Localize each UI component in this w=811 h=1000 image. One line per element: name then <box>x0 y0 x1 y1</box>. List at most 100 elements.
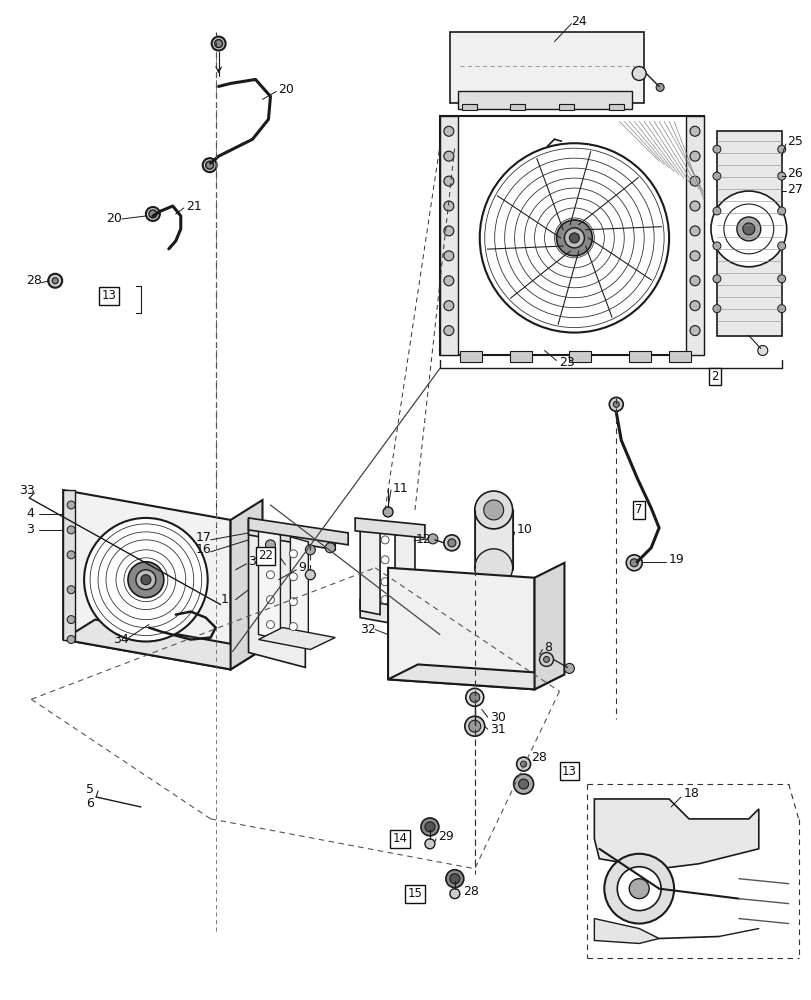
Text: 17: 17 <box>195 531 212 544</box>
Polygon shape <box>63 490 230 669</box>
Circle shape <box>464 716 484 736</box>
Circle shape <box>148 210 157 218</box>
Polygon shape <box>248 518 348 545</box>
Circle shape <box>712 207 720 215</box>
Circle shape <box>380 536 388 544</box>
Polygon shape <box>360 600 414 628</box>
Circle shape <box>777 145 785 153</box>
Circle shape <box>444 326 453 336</box>
Circle shape <box>689 126 699 136</box>
Circle shape <box>289 623 297 631</box>
Circle shape <box>689 201 699 211</box>
Circle shape <box>603 854 673 924</box>
Circle shape <box>444 126 453 136</box>
Circle shape <box>629 879 648 899</box>
Circle shape <box>135 570 156 590</box>
Text: 21: 21 <box>186 200 201 213</box>
Polygon shape <box>534 563 564 689</box>
Text: 10: 10 <box>516 523 532 536</box>
Circle shape <box>444 226 453 236</box>
Text: 7: 7 <box>635 503 642 516</box>
Circle shape <box>203 158 217 172</box>
Bar <box>668 351 690 362</box>
Text: 4: 4 <box>26 507 34 520</box>
Bar <box>457 91 632 109</box>
Circle shape <box>444 535 459 551</box>
Circle shape <box>325 543 335 553</box>
Text: 22: 22 <box>258 549 272 562</box>
Circle shape <box>736 217 760 241</box>
Circle shape <box>383 507 393 517</box>
Polygon shape <box>258 530 280 640</box>
Text: 13: 13 <box>561 765 576 778</box>
Text: 11: 11 <box>393 482 408 495</box>
Polygon shape <box>594 919 659 943</box>
Circle shape <box>146 207 160 221</box>
Text: 24: 24 <box>571 15 586 28</box>
Text: 30: 30 <box>489 711 505 724</box>
Bar <box>509 351 531 362</box>
Circle shape <box>710 191 786 267</box>
Circle shape <box>689 326 699 336</box>
Circle shape <box>305 545 315 555</box>
Text: 9: 9 <box>298 561 306 574</box>
Circle shape <box>520 761 526 767</box>
Polygon shape <box>230 500 262 669</box>
Bar <box>461 104 476 110</box>
Circle shape <box>48 274 62 288</box>
Bar <box>440 116 703 355</box>
Bar <box>629 351 650 362</box>
Text: 23: 23 <box>559 356 574 369</box>
Bar <box>440 116 457 355</box>
Text: 6: 6 <box>86 797 94 810</box>
Text: 15: 15 <box>407 887 422 900</box>
Circle shape <box>67 501 75 509</box>
Text: 27: 27 <box>786 183 801 196</box>
Bar <box>569 351 590 362</box>
Text: 20: 20 <box>106 212 122 225</box>
Circle shape <box>777 242 785 250</box>
Polygon shape <box>63 620 262 669</box>
Circle shape <box>470 692 479 702</box>
Circle shape <box>655 83 663 91</box>
Circle shape <box>569 233 579 243</box>
Circle shape <box>84 518 208 642</box>
Polygon shape <box>388 568 534 689</box>
Circle shape <box>712 305 720 313</box>
Circle shape <box>539 652 553 666</box>
Circle shape <box>427 534 437 544</box>
Circle shape <box>564 663 573 673</box>
Circle shape <box>266 596 274 604</box>
Circle shape <box>474 491 512 529</box>
Circle shape <box>777 275 785 283</box>
Text: 19: 19 <box>668 553 684 566</box>
Circle shape <box>513 774 533 794</box>
Circle shape <box>67 526 75 534</box>
Circle shape <box>777 305 785 313</box>
Circle shape <box>712 275 720 283</box>
Text: 2: 2 <box>710 370 718 383</box>
Circle shape <box>67 551 75 559</box>
Circle shape <box>380 556 388 564</box>
Circle shape <box>723 204 773 254</box>
Circle shape <box>689 276 699 286</box>
Polygon shape <box>594 799 757 869</box>
Circle shape <box>52 278 58 284</box>
Bar <box>716 131 781 336</box>
Circle shape <box>444 276 453 286</box>
Text: 8: 8 <box>544 641 551 654</box>
Circle shape <box>67 616 75 624</box>
Circle shape <box>518 779 528 789</box>
Circle shape <box>742 223 754 235</box>
Circle shape <box>265 540 275 550</box>
Text: 20: 20 <box>278 83 294 96</box>
Bar <box>685 116 703 355</box>
Polygon shape <box>258 628 335 649</box>
Circle shape <box>205 161 213 169</box>
Circle shape <box>67 586 75 594</box>
Circle shape <box>608 397 623 411</box>
Circle shape <box>689 226 699 236</box>
Polygon shape <box>248 520 335 550</box>
Polygon shape <box>354 518 424 538</box>
Text: 28: 28 <box>462 885 478 898</box>
